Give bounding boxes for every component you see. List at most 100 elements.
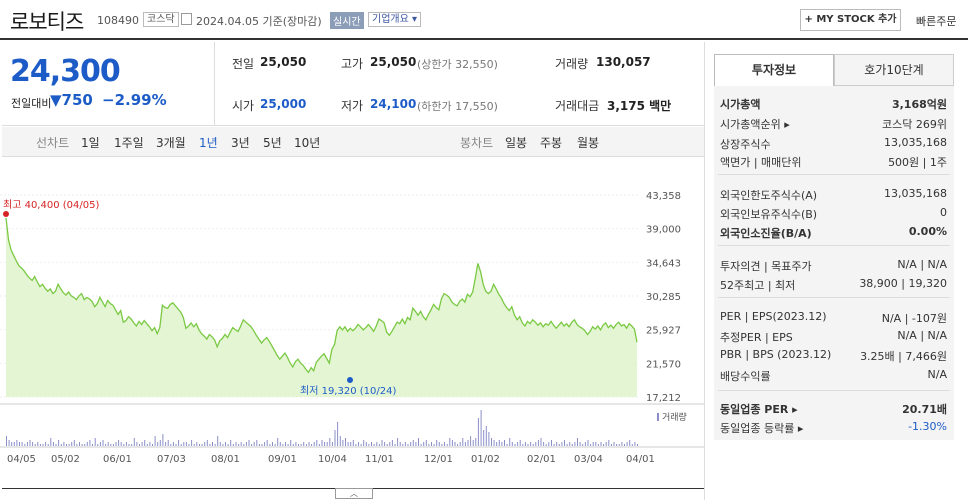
volume-bar: [613, 442, 615, 446]
stock-name: 로보티즈: [10, 10, 84, 34]
range-tab-3y[interactable]: 3년: [231, 136, 250, 150]
volume-bar: [6, 436, 7, 446]
volume-bar: [209, 444, 211, 446]
volume-bar: [431, 442, 432, 446]
volume-bar: [459, 442, 461, 446]
range-tab-1y[interactable]: 1년: [199, 136, 218, 150]
volume-bar: [444, 442, 445, 446]
range-tab-3m[interactable]: 3개월: [156, 136, 186, 150]
volume-bar: [337, 422, 339, 446]
volume-bar: [350, 442, 352, 446]
x-tick-label: 03/04: [574, 454, 603, 465]
volume-bar: [608, 440, 610, 446]
volume-bar: [180, 444, 182, 446]
volume-bar: [152, 444, 153, 446]
volume-bar: [29, 440, 31, 446]
candle-tab-weekly[interactable]: 주봉: [540, 136, 563, 150]
y-tick-label: 43,358: [646, 191, 681, 202]
add-mystock-button[interactable]: + MY STOCK 추가: [800, 9, 901, 31]
candle-tab-daily[interactable]: 일봉: [505, 136, 528, 150]
tab-orderbook-10[interactable]: 호가10단계: [834, 54, 954, 86]
range-tab-5y[interactable]: 5년: [263, 136, 282, 150]
volume-bar: [389, 442, 391, 446]
divider: [214, 42, 215, 126]
volume-bar: [506, 444, 508, 446]
volume-bar: [133, 438, 135, 446]
volume-bar: [256, 440, 258, 446]
invest-row-label: 액면가 | 매매단위: [720, 156, 802, 169]
volume-bar: [522, 444, 524, 446]
row-divider: [718, 174, 950, 175]
volume-bar: [637, 444, 638, 446]
volume-bar: [92, 444, 93, 446]
volume-bar: [230, 440, 232, 446]
price-chart[interactable]: 43,358 39,000 34,643 30,285 25,927 21,570 17,2…: [0, 180, 704, 470]
quick-order-button[interactable]: 빠른주문: [916, 15, 957, 28]
volume-bar: [185, 442, 187, 446]
volume-bar: [170, 444, 172, 446]
realtime-badge[interactable]: 실시간: [330, 12, 364, 29]
volume-bar: [167, 440, 169, 446]
invest-row-label: 외국인한도주식수(A): [720, 189, 818, 202]
volume-bar: [131, 444, 133, 446]
volume-bar: [626, 442, 628, 446]
volume-bar: [45, 442, 47, 446]
price-area-fill: [6, 217, 637, 397]
volume-bar: [290, 440, 292, 446]
volume-bar: [537, 440, 539, 446]
collapse-chevron-icon[interactable]: ︿: [335, 488, 373, 499]
invest-row-label[interactable]: 동일업종 PER ▸: [720, 403, 798, 416]
company-info-label: 기업개요: [372, 14, 409, 25]
low-label: 저가: [341, 99, 364, 113]
volume-bar: [488, 432, 490, 446]
volume-bar: [418, 438, 419, 446]
candle-tab-monthly[interactable]: 월봉: [577, 136, 600, 150]
volume-bar: [378, 444, 380, 446]
volume-bar: [464, 442, 466, 446]
volume-bar: [342, 440, 344, 446]
volume-bar: [232, 444, 234, 446]
volume-bar: [196, 442, 198, 446]
change-label: 전일대비: [11, 97, 52, 110]
high-value: 25,050: [370, 55, 417, 69]
range-tab-10y[interactable]: 10년: [294, 136, 321, 150]
volume-bar: [326, 442, 328, 446]
volume-bar: [386, 444, 388, 446]
volume-bar: [97, 444, 99, 446]
volume-bar: [556, 442, 558, 446]
volume-bar: [24, 444, 26, 446]
volume-bar: [553, 444, 555, 446]
volume-bar: [428, 444, 430, 446]
invest-row-label: 배당수익률: [720, 370, 771, 383]
invest-row-value: N/A | -107원: [881, 312, 947, 325]
range-tab-1w[interactable]: 1주일: [114, 136, 144, 150]
volume-bar: [590, 444, 592, 446]
invest-row-label[interactable]: 시가총액순위 ▸: [720, 118, 790, 131]
range-tab-1d[interactable]: 1일: [81, 136, 100, 150]
invest-row-value: 13,035,168: [884, 187, 947, 200]
volume-bar: [39, 444, 41, 446]
invest-row-value: 0.00%: [908, 225, 947, 238]
change-amount: ▼750: [50, 91, 93, 109]
invest-row-label: 상장주식수: [720, 138, 771, 151]
y-tick-label: 30,285: [646, 292, 681, 303]
change-rate: −2.99%: [102, 91, 167, 109]
volume-bar: [71, 442, 73, 446]
volume-bar: [149, 442, 151, 446]
volume-bar: [496, 442, 498, 446]
volume-bar: [110, 444, 112, 446]
company-info-dropdown[interactable]: 기업개요 ▾: [368, 12, 422, 27]
invest-row-label[interactable]: 동일업종 등락률 ▸: [720, 422, 804, 435]
price-date: 2024.04.05 기준(장마감): [196, 15, 322, 28]
volume-bar: [26, 442, 28, 446]
volume-bar: [501, 442, 503, 446]
tab-invest-info[interactable]: 투자정보: [714, 54, 834, 86]
volume-bar: [300, 444, 302, 446]
volume-bar: [415, 442, 417, 446]
volume-bar: [451, 440, 453, 446]
volume-bar: [467, 440, 469, 446]
volume-bar: [491, 438, 492, 446]
volume-bar: [19, 442, 20, 446]
volume-bar: [423, 442, 425, 446]
x-tick-label: 01/02: [471, 454, 500, 465]
